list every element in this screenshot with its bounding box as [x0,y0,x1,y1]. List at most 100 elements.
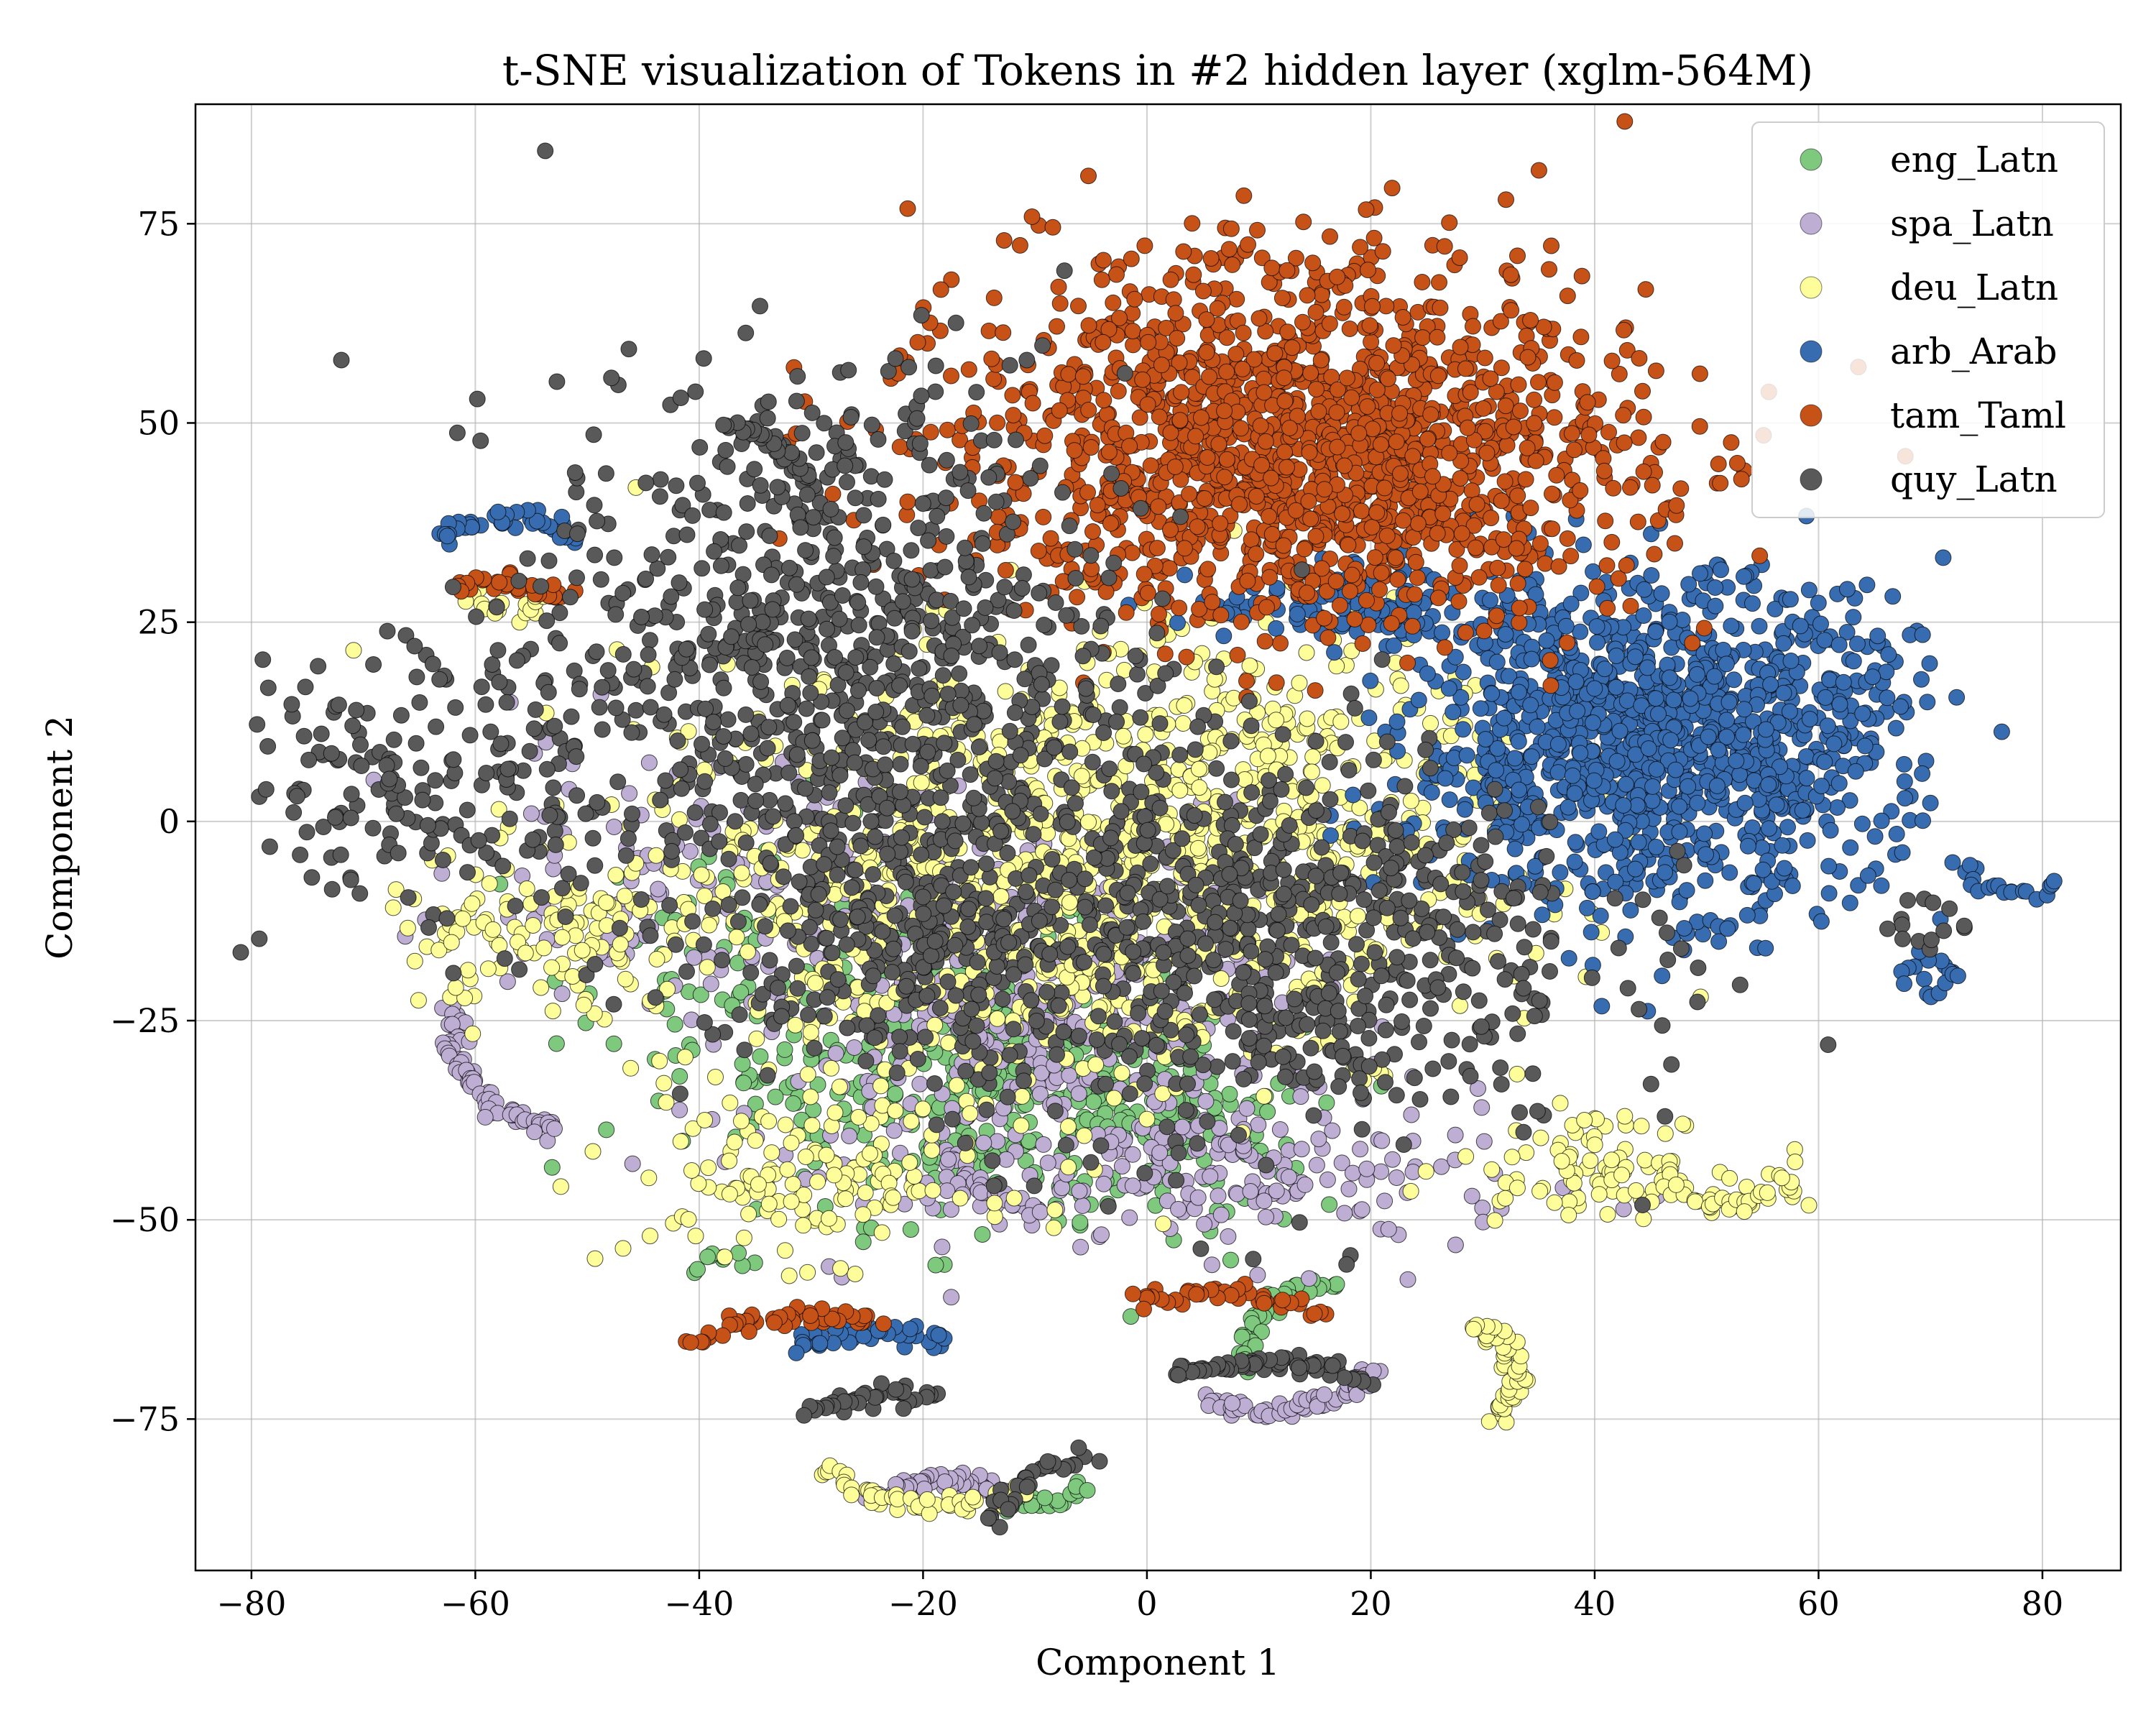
data-point-deu_Latn [1546,1194,1563,1211]
data-point-deu_Latn [740,943,756,960]
data-point-arb_Arab [1797,748,1815,765]
data-point-arb_Arab [1776,860,1793,877]
data-point-arb_Arab [1888,825,1905,842]
data-point-arb_Arab [1779,819,1796,836]
data-point-deu_Latn [1599,1206,1616,1223]
data-point-arb_Arab [1869,627,1886,645]
data-point-spa_Latn [934,1238,951,1256]
data-point-spa_Latn [522,805,540,822]
data-point-deu_Latn [1256,1087,1273,1105]
data-point-arb_Arab [1572,745,1589,762]
data-point-spa_Latn [1258,1208,1274,1225]
data-point-spa_Latn [885,1122,903,1139]
data-point-arb_Arab [1523,748,1540,765]
data-point-arb_Arab [1720,694,1738,711]
data-point-arb_Arab [1661,669,1678,686]
data-point-arb_Arab [1510,733,1527,750]
data-point-deu_Latn [707,1069,724,1085]
data-point-deu_Latn [733,1113,750,1130]
data-point-deu_Latn [885,1189,902,1206]
data-point-spa_Latn [1388,1169,1405,1186]
data-point-arb_Arab [1921,655,1938,672]
data-point-spa_Latn [1074,1197,1091,1214]
data-point-arb_Arab [1653,585,1670,602]
data-point-eng_Latn [1321,1196,1338,1213]
data-point-spa_Latn [1399,1271,1416,1288]
data-point-arb_Arab [1707,579,1724,596]
data-point-arb_Arab [1615,797,1632,814]
data-point-deu_Latn [586,1250,604,1267]
data-point-arb_Arab [1708,777,1726,794]
data-point-arb_Arab [1644,778,1662,795]
data-point-arb_Arab [1639,659,1656,676]
data-point-spa_Latn [1447,1236,1464,1254]
data-point-arb_Arab [1896,755,1912,773]
data-point-deu_Latn [464,1025,482,1042]
data-point-deu_Latn [843,1486,860,1504]
data-point-deu_Latn [1576,1112,1593,1128]
data-point-deu_Latn [454,910,471,927]
data-point-deu_Latn [1553,1153,1570,1169]
data-point-arb_Arab [930,1327,947,1343]
data-point-spa_Latn [1352,1141,1369,1158]
data-point-arb_Arab [1751,617,1768,635]
data-point-deu_Latn [573,942,591,959]
data-point-tam_Taml [1118,604,1135,621]
data-point-arb_Arab [1538,632,1555,649]
data-point-deu_Latn [1259,748,1276,765]
data-point-tam_Taml [1272,635,1289,652]
data-point-arb_Arab [1437,770,1454,787]
data-point-arb_Arab [1913,671,1930,688]
data-point-deu_Latn [676,1049,694,1066]
data-point-eng_Latn [1085,1093,1102,1110]
data-point-deu_Latn [794,842,811,859]
data-point-deu_Latn [1657,1125,1674,1142]
data-point-spa_Latn [841,1128,858,1144]
data-point-deu_Latn [701,916,718,934]
data-point-arb_Arab [1854,705,1871,722]
data-point-arb_Arab [1878,663,1895,681]
data-point-deu_Latn [997,683,1014,700]
data-point-deu_Latn [410,992,427,1009]
data-point-arb_Arab [1707,597,1724,615]
data-point-spa_Latn [1380,1220,1397,1238]
data-point-arb_Arab [1566,785,1583,802]
data-point-arb_Arab [788,1344,805,1361]
data-point-deu_Latn [809,1173,826,1190]
data-point-deu_Latn [721,1185,738,1202]
data-point-arb_Arab [1775,635,1792,652]
data-point-arb_Arab [1757,721,1774,738]
data-point-tam_Taml [1695,620,1713,637]
data-point-deu_Latn [683,1162,700,1179]
data-point-deu_Latn [1674,1116,1691,1133]
data-point-arb_Arab [1572,623,1589,640]
data-point-deu_Latn [1045,1219,1062,1236]
data-point-deu_Latn [687,1228,704,1245]
data-point-deu_Latn [1616,1108,1634,1125]
data-point-deu_Latn [614,1240,632,1257]
data-point-deu_Latn [1113,1064,1130,1082]
data-point-arb_Arab [1650,705,1667,722]
data-point-deu_Latn [952,1190,969,1207]
data-point-arb_Arab [1671,823,1688,840]
data-point-arb_Arab [1643,567,1660,584]
data-point-spa_Latn [1238,1100,1256,1117]
data-point-spa_Latn [1113,1158,1130,1175]
data-point-deu_Latn [795,1217,812,1234]
data-point-arb_Arab [811,1335,829,1352]
data-point-deu_Latn [807,975,824,992]
data-point-spa_Latn [1615,1200,1632,1218]
data-point-deu_Latn [1635,1210,1652,1228]
data-point-arb_Arab [1434,624,1451,641]
data-point-deu_Latn [406,952,423,970]
data-point-arb_Arab [1830,636,1848,653]
data-point-eng_Latn [767,1088,784,1105]
data-point-deu_Latn [544,1003,561,1020]
data-point-deu_Latn [1013,1087,1031,1105]
data-point-arb_Arab [1566,853,1583,870]
data-point-deu_Latn [517,944,534,962]
data-point-deu_Latn [345,642,362,659]
data-point-arb_Arab [1529,718,1546,735]
data-point-deu_Latn [1061,894,1078,911]
data-point-deu_Latn [443,934,460,951]
